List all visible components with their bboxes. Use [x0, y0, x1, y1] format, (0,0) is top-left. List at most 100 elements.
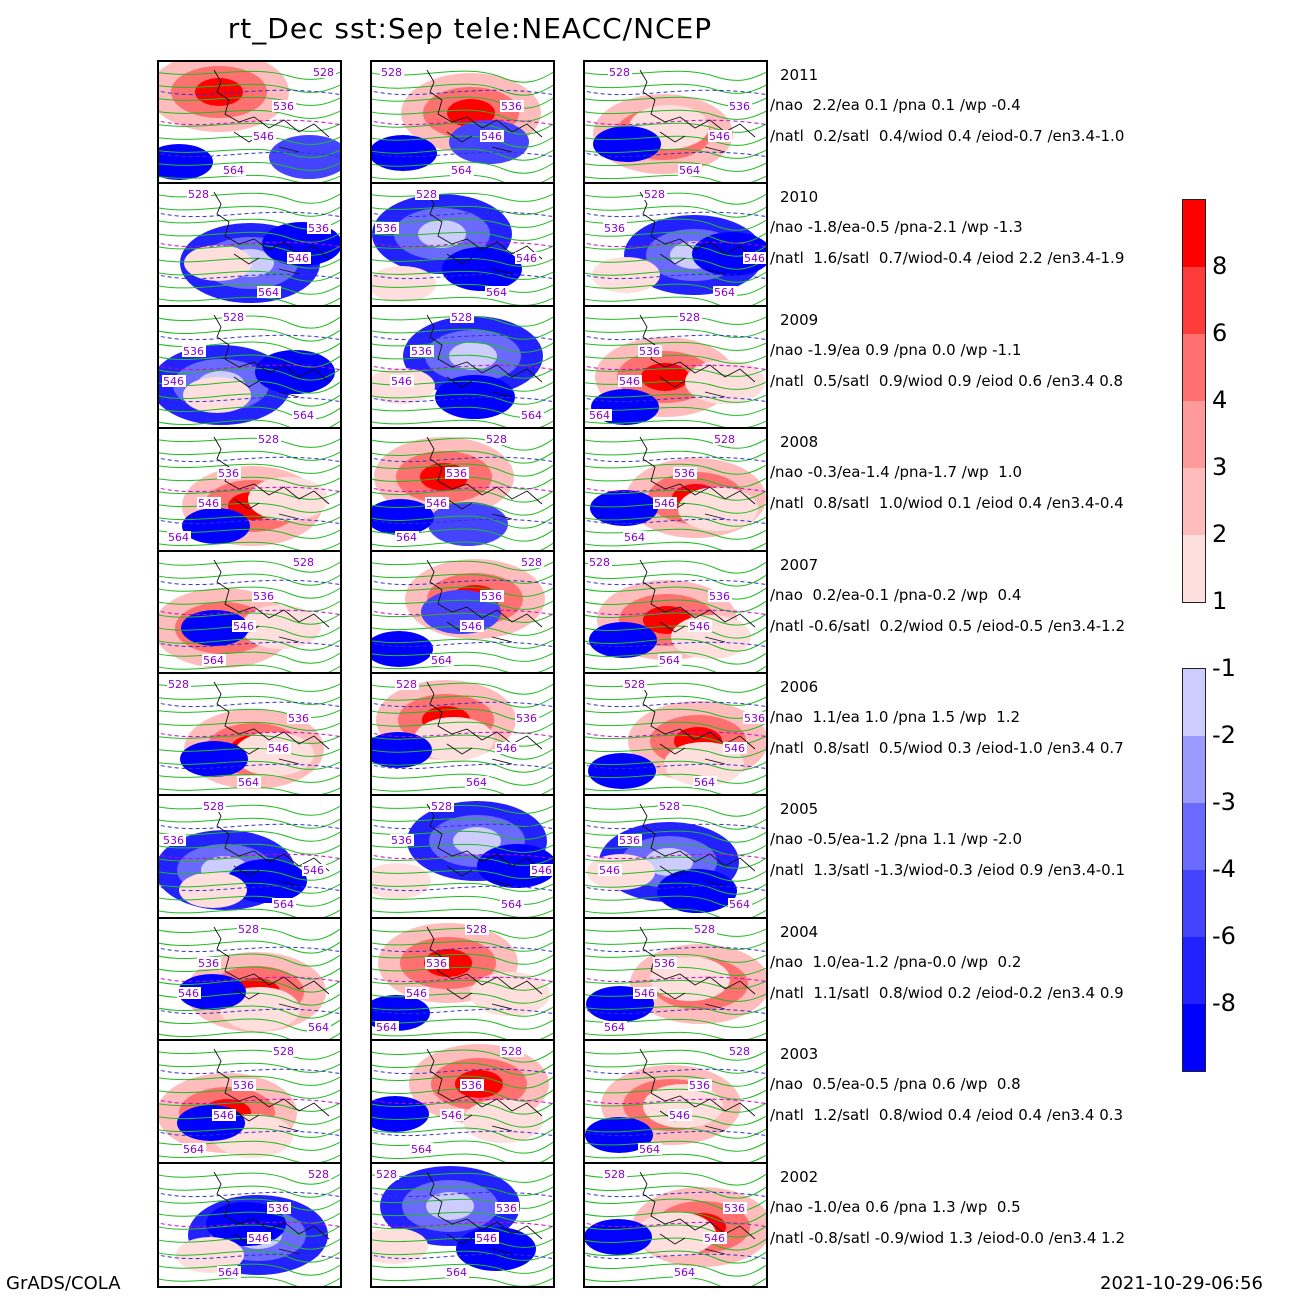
height-contour: [372, 476, 553, 490]
dashed-contour: [159, 486, 340, 493]
dashed-contour: [159, 456, 340, 463]
contour-label-bg: [638, 1143, 662, 1156]
height-contour: [372, 612, 553, 623]
map-panel-2005-2: 528 536 546 564: [370, 794, 555, 921]
contour-label: 536: [516, 712, 537, 725]
map-panel-2003-1: 528 536 546 564: [157, 1039, 342, 1166]
height-contour: [372, 625, 553, 636]
map-panel-2007-1: 528 536 546 564: [157, 549, 342, 676]
contour-label: 528: [659, 800, 680, 813]
height-contour: [372, 1127, 553, 1141]
contour-label-bg: [182, 344, 206, 357]
dashed-contour: [159, 89, 340, 96]
height-contour: [585, 271, 766, 284]
height-contour: [372, 786, 553, 796]
height-contour: [372, 721, 553, 734]
contour-label-bg: [167, 531, 191, 544]
dashed-contour: [585, 1068, 766, 1075]
height-contour: [159, 786, 340, 796]
index-line-1: /nao -1.9/ea 0.9 /pna 0.0 /wp -1.1: [770, 340, 1022, 359]
contour-label-bg: [177, 986, 201, 999]
contour-label-bg: [728, 898, 752, 911]
height-contour: [372, 463, 553, 477]
coastline: [426, 1171, 543, 1255]
contour-label: 528: [589, 556, 610, 569]
map-panel-2002-3: 528 536 546 564: [583, 1161, 768, 1288]
map-panel-2008-1: 528 536 546 564: [157, 427, 342, 554]
anomaly-blob: [184, 245, 252, 282]
contour-label: 546: [724, 742, 745, 755]
map-svg: 528 536 546 564: [585, 555, 766, 674]
map-svg: 528 536 546 564: [159, 678, 340, 796]
contour-label: 546: [268, 742, 289, 755]
contour-label: 528: [273, 1045, 294, 1058]
colorbar-swatch: [1183, 334, 1205, 401]
height-contour: [585, 297, 766, 307]
contour-label: 564: [486, 286, 507, 299]
contour-label-bg: [703, 1231, 727, 1244]
dashed-contour: [159, 579, 340, 585]
contour-label-bg: [272, 898, 296, 911]
map-panel-2011-1: 528 536 546 564: [157, 60, 342, 186]
contour-label: 564: [223, 164, 244, 177]
height-contour: [585, 83, 766, 94]
height-contour: [159, 966, 340, 980]
contour-label-bg: [693, 922, 717, 935]
height-contour: [585, 1049, 766, 1061]
contour-label: 536: [496, 1202, 517, 1215]
height-contour: [159, 419, 340, 429]
index-line-2: /natl -0.6/satl 0.2/wiod 0.5 /eiod-0.5 /…: [770, 616, 1126, 635]
colorbar-tick-label: -6: [1212, 922, 1236, 950]
contour-label-bg: [440, 1109, 464, 1122]
anomaly-blob: [182, 508, 250, 545]
contour-label-bg: [515, 252, 539, 265]
height-contour: [159, 1172, 340, 1185]
contour-label: 528: [644, 188, 665, 201]
contour-label: 536: [501, 100, 522, 113]
dashed-contour: [372, 1008, 553, 1014]
contour-label-bg: [197, 497, 221, 510]
contour-label: 564: [238, 776, 259, 789]
height-contour: [159, 271, 340, 283]
height-contour: [159, 857, 340, 869]
contour-label: 546: [248, 1232, 269, 1245]
dashed-contour: [585, 1098, 766, 1105]
dashed-contour: [372, 212, 553, 218]
height-contour: [372, 341, 553, 353]
anomaly-blob: [636, 1211, 716, 1256]
contour-label: 528: [431, 800, 452, 813]
contour-label-bg: [450, 164, 474, 176]
contour-label-bg: [608, 66, 632, 78]
contour-label: 536: [724, 1202, 745, 1215]
index-line-2: /natl 1.2/satl 0.8/wiod 0.4 /eiod 0.4 /e…: [770, 1106, 1124, 1125]
contour-label: 528: [223, 311, 244, 324]
dashed-contour: [372, 334, 553, 340]
height-contour: [372, 1153, 553, 1164]
height-contour: [372, 258, 553, 268]
height-contour: [159, 315, 340, 329]
height-contour: [372, 664, 553, 674]
contour-label: 536: [426, 957, 447, 970]
map-svg: 528 536 546 564: [372, 310, 553, 429]
height-contour: [585, 541, 766, 552]
height-contour: [585, 528, 766, 540]
index-line-1: /nao 0.5/ea-0.5 /pna 0.6 /wp 0.8: [770, 1075, 1021, 1094]
contour-label: 564: [218, 1266, 239, 1279]
contour-label-bg: [182, 1143, 206, 1156]
height-contour: [585, 1140, 766, 1152]
contour-label: 546: [531, 864, 552, 877]
map-svg: 528 536 546 564: [159, 62, 340, 184]
contour-label: 546: [476, 1232, 497, 1245]
coastline: [213, 1048, 330, 1132]
contour-label: 546: [634, 987, 655, 1000]
height-contour: [372, 541, 553, 552]
height-contour: [372, 909, 553, 919]
contour-label-bg: [410, 344, 434, 357]
index-line-2: /natl 0.8/satl 1.0/wiod 0.1 /eiod 0.4 /e…: [770, 494, 1124, 513]
contour-label: 528: [258, 433, 279, 446]
year-label: 2009: [780, 310, 819, 329]
contour-label: 536: [288, 712, 309, 725]
colorbar-swatch: [1183, 401, 1205, 468]
dashed-contour: [159, 334, 340, 340]
height-contour: [585, 612, 766, 626]
